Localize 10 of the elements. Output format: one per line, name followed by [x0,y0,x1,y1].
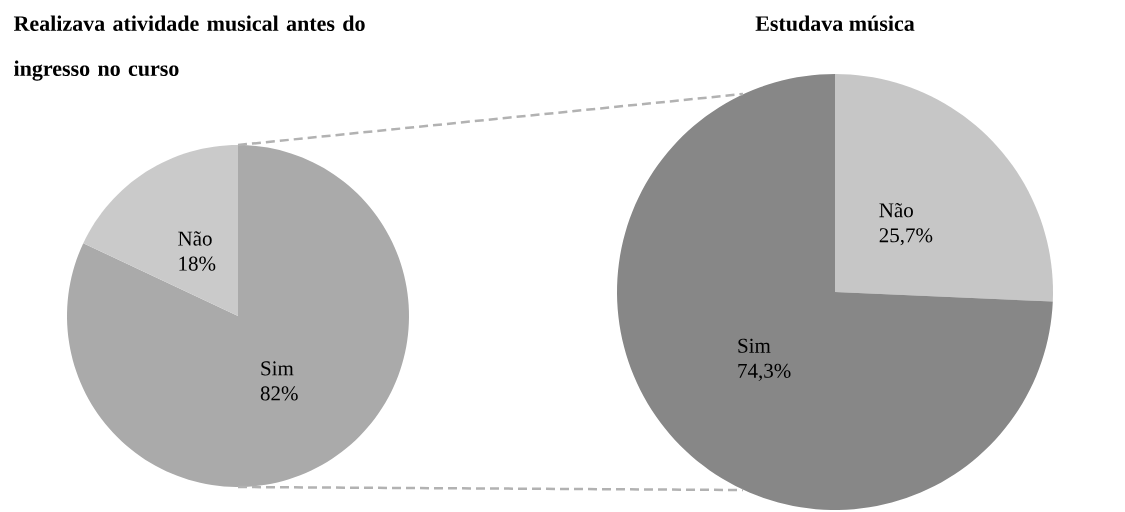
slice-label: Sim [738,338,771,353]
data-label: 25,7% [879,228,933,246]
slice-label: Não [178,231,212,246]
chart-title: Realizava atividade musical antes do ingresso no curso [13,15,365,81]
slice-label: Não [879,202,913,218]
data-label: 74,3% [738,363,791,381]
data-label: 18% [179,256,216,271]
chart-title: Estudava música [755,15,915,32]
slice-label: Sim [261,361,294,376]
data-label: 82% [260,386,298,401]
